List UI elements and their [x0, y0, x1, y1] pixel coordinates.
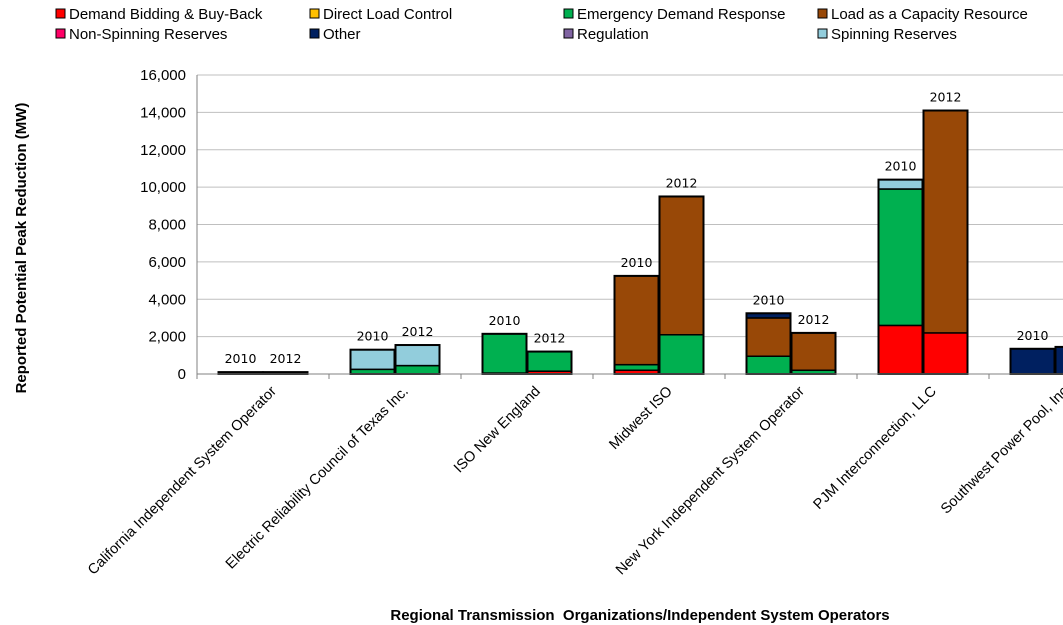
y-axis-title: Reported Potential Peak Reduction (MW): [13, 103, 30, 394]
category-label: Southwest Power Pool, Inc: [938, 384, 1063, 518]
bar-segment-spinning-reserves: [349, 348, 396, 371]
bar-outline: [1054, 345, 1063, 376]
bar-year-label: 2010: [489, 313, 521, 328]
bar-year-label: 2012: [666, 175, 698, 190]
legend-swatch-non-spinning-reserves: [55, 28, 66, 39]
legend-label: Load as a Capacity Resource: [831, 6, 1028, 23]
category-label: ISO New England: [451, 384, 544, 477]
bar-segment-load-as-a-capacity-resource: [790, 332, 837, 372]
legend: Demand Bidding & Buy-Back Direct Load Con…: [55, 6, 1028, 43]
legend-label: Spinning Reserves: [831, 26, 957, 43]
bar-year-label: 2010: [225, 351, 257, 366]
y-tick-label: 16,000: [140, 67, 186, 84]
bar-year-label: 2012: [798, 312, 830, 327]
legend-label: Regulation: [577, 26, 649, 43]
bar-year-label: 2012: [270, 351, 302, 366]
y-tick-label: 14,000: [140, 104, 186, 121]
y-tick-label: 6,000: [148, 254, 186, 271]
year-labels: 2010 2012 2010 2012 2010 2012 2010 2012 2010 2012…: [225, 90, 1049, 367]
bar-segment-emergency-demand-response: [613, 363, 660, 372]
y-tick-label: 4,000: [148, 291, 186, 308]
legend-swatch-regulation: [563, 28, 574, 39]
bar-year-label: 2012: [534, 331, 566, 346]
legend-swatch-spinning-reserves: [817, 28, 828, 39]
bar-segment-demand-bidding-buy-back: [922, 332, 969, 375]
legend-label: Demand Bidding & Buy-Back: [69, 6, 263, 23]
x-axis-title: Regional Transmission Organizations/Inde…: [390, 607, 889, 624]
bar-segment-emergency-demand-response: [394, 364, 441, 375]
bar-year-label: 2010: [1017, 328, 1049, 343]
gridlines: [197, 74, 1063, 338]
bar-year-label: 2010: [357, 329, 389, 344]
bar-year-label: 2012: [402, 324, 434, 339]
bar-segment-emergency-demand-response: [745, 355, 792, 375]
y-tick-label: 12,000: [140, 142, 186, 159]
y-tick-labels: 0 2,000 4,000 6,000 8,000 10,000 12,000 14,000 1…: [140, 67, 186, 383]
axes: [196, 75, 1063, 379]
bar-year-label: 2010: [753, 292, 785, 307]
bar-segment-emergency-demand-response: [877, 188, 924, 327]
bar-segment-load-as-a-capacity-resource: [922, 109, 969, 334]
bar-year-label: 2010: [621, 255, 653, 270]
bar-segment-other: [1009, 348, 1056, 375]
bar-segment-emergency-demand-response: [526, 350, 573, 372]
category-label: PJM Interconnection, LLC: [811, 384, 940, 513]
bar-segment-load-as-a-capacity-resource: [658, 195, 705, 336]
bar-year-label: 2012: [930, 90, 962, 105]
legend-swatch-load-as-a-capacity-resource: [817, 8, 828, 19]
category-label: Midwest ISO: [606, 384, 675, 453]
legend-label: Emergency Demand Response: [577, 6, 785, 23]
legend-swatch-other: [309, 28, 320, 39]
bar-segment-emergency-demand-response: [658, 334, 705, 375]
legend-label: Other: [323, 26, 361, 43]
bar-year-label: 2010: [885, 159, 917, 174]
bar-segment-load-as-a-capacity-resource: [613, 275, 660, 366]
legend-label: Direct Load Control: [323, 6, 452, 23]
category-labels: California Independent System OperatorEl…: [85, 383, 1063, 578]
legend-swatch-demand-bidding-buy-back: [55, 8, 66, 19]
bar-segment-spinning-reserves: [877, 178, 924, 190]
legend-swatch-emergency-demand-response: [563, 8, 574, 19]
y-tick-label: 2,000: [148, 329, 186, 346]
bar-segment-other: [1054, 346, 1063, 375]
y-tick-label: 0: [178, 366, 186, 383]
bar-segment-emergency-demand-response: [481, 333, 528, 374]
bars: [217, 109, 1063, 376]
legend-swatch-direct-load-control: [309, 8, 320, 19]
bar-segment-demand-bidding-buy-back: [877, 324, 924, 375]
bar-segment-load-as-a-capacity-resource: [745, 317, 792, 357]
y-tick-label: 10,000: [140, 179, 186, 196]
bar-segment-spinning-reserves: [394, 344, 441, 367]
y-tick-label: 8,000: [148, 217, 186, 234]
legend-label: Non-Spinning Reserves: [69, 26, 227, 43]
